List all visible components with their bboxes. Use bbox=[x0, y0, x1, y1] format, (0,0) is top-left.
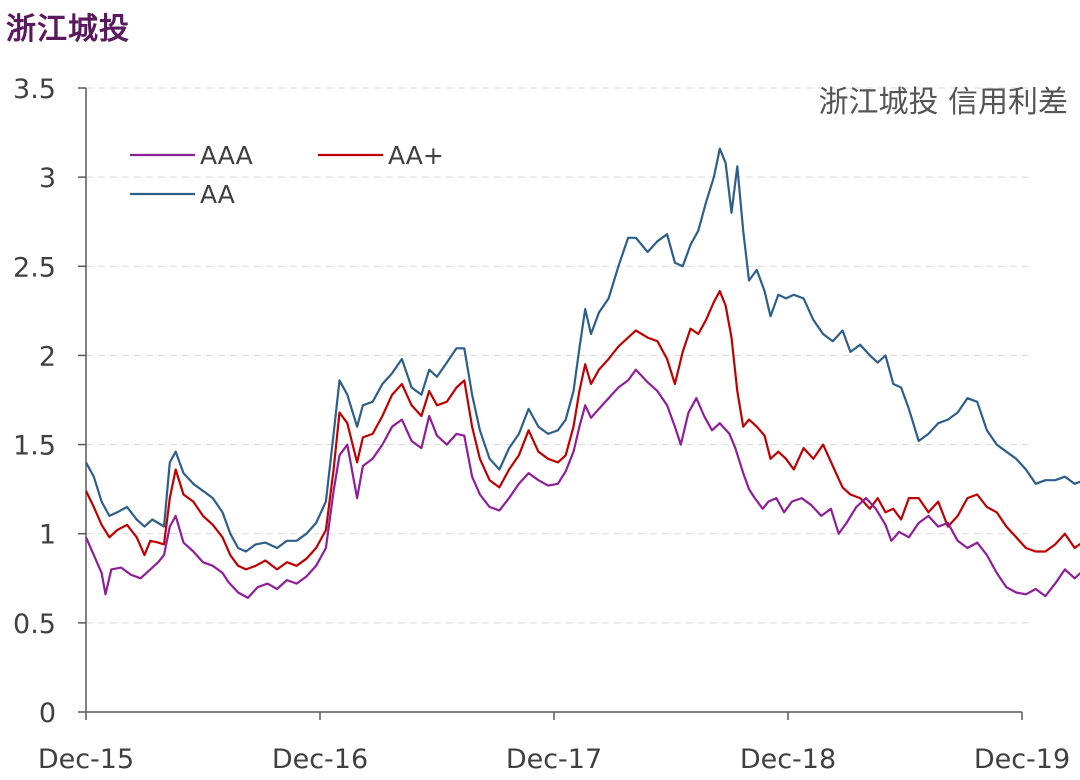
y-tick-label: 3 bbox=[39, 163, 56, 194]
series-line-aaa bbox=[84, 368, 1080, 599]
x-tick-label: Dec-18 bbox=[740, 744, 836, 775]
y-tick-label: 3.5 bbox=[13, 74, 56, 105]
legend-label: AAA bbox=[200, 141, 253, 170]
x-tick-label: Dec-16 bbox=[272, 744, 368, 775]
chart-legend: AAA AA+ AA bbox=[130, 141, 444, 209]
series-line-aaplus bbox=[85, 290, 1080, 571]
chart-grid bbox=[86, 87, 1028, 624]
x-tick-label: Dec-17 bbox=[506, 744, 602, 775]
x-tick-label: Dec-15 bbox=[38, 744, 134, 775]
legend-label: AA+ bbox=[388, 141, 444, 170]
chart-title: 浙江城投 信用利差 bbox=[818, 85, 1068, 120]
page-title: 浙江城投 bbox=[6, 12, 130, 47]
y-axis: 0 0.5 1 1.5 2 2.5 3 3.5 bbox=[13, 74, 87, 729]
y-tick-label: 1 bbox=[39, 520, 56, 551]
y-tick-label: 0.5 bbox=[13, 609, 56, 640]
x-axis: Dec-15 Dec-16 Dec-17 Dec-18 Dec-19 bbox=[38, 711, 1070, 775]
legend-label: AA bbox=[200, 180, 235, 209]
y-tick-label: 2 bbox=[39, 341, 56, 372]
x-tick-label: Dec-19 bbox=[974, 744, 1070, 775]
y-tick-label: 1.5 bbox=[13, 431, 56, 462]
y-tick-label: 0 bbox=[39, 698, 56, 729]
series-line-aa bbox=[85, 147, 1080, 553]
chart-series bbox=[84, 147, 1080, 599]
y-tick-label: 2.5 bbox=[13, 252, 56, 283]
